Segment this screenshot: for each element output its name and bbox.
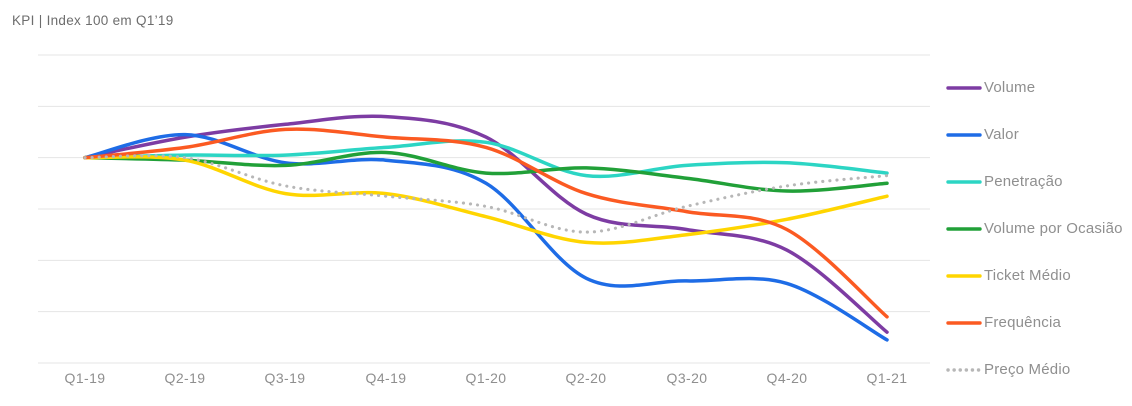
x-axis-label: Q1-20 [465,370,507,386]
legend-item-valor: Valor [946,111,1130,158]
legend-dotted-line-swatch-icon [946,367,982,372]
x-axis-label: Q1-21 [866,370,908,386]
x-axis-label: Q3-19 [264,370,306,386]
chart-title: KPI | Index 100 em Q1’19 [12,13,174,28]
legend-line-swatch-icon [946,85,982,90]
legend-label: Volume [984,79,1036,96]
legend-line-swatch-icon [946,226,982,231]
x-axis-label: Q2-19 [164,370,206,386]
x-axis-label: Q2-20 [565,370,607,386]
legend-label: Ticket Médio [984,267,1071,284]
legend-item-volume-por-ocasiao: Volume por Ocasião [946,205,1130,252]
legend-label: Penetração [984,173,1063,190]
x-axis: Q1-19 Q2-19 Q3-19 Q4-19 Q1-20 Q2-20 Q3-2… [0,370,1132,390]
legend-label: Preço Médio [984,361,1071,378]
legend-item-preco-medio: Preço Médio [946,346,1130,393]
legend-item-penetracao: Penetração [946,158,1130,205]
x-axis-label: Q3-20 [666,370,708,386]
legend-line-swatch-icon [946,132,982,137]
legend-item-ticket-medio: Ticket Médio [946,252,1130,299]
legend-line-swatch-icon [946,273,982,278]
legend-line-swatch-icon [946,320,982,325]
x-axis-label: Q1-19 [64,370,106,386]
legend-label: Volume por Ocasião [984,220,1123,237]
legend-item-volume: Volume [946,64,1130,111]
legend-item-frequencia: Frequência [946,299,1130,346]
legend-line-swatch-icon [946,179,982,184]
chart-legend: Volume Valor Penetração Volume por Ocasi… [946,64,1130,393]
x-axis-label: Q4-20 [766,370,808,386]
legend-label: Valor [984,126,1019,143]
legend-label: Frequência [984,314,1062,331]
x-axis-label: Q4-19 [365,370,407,386]
